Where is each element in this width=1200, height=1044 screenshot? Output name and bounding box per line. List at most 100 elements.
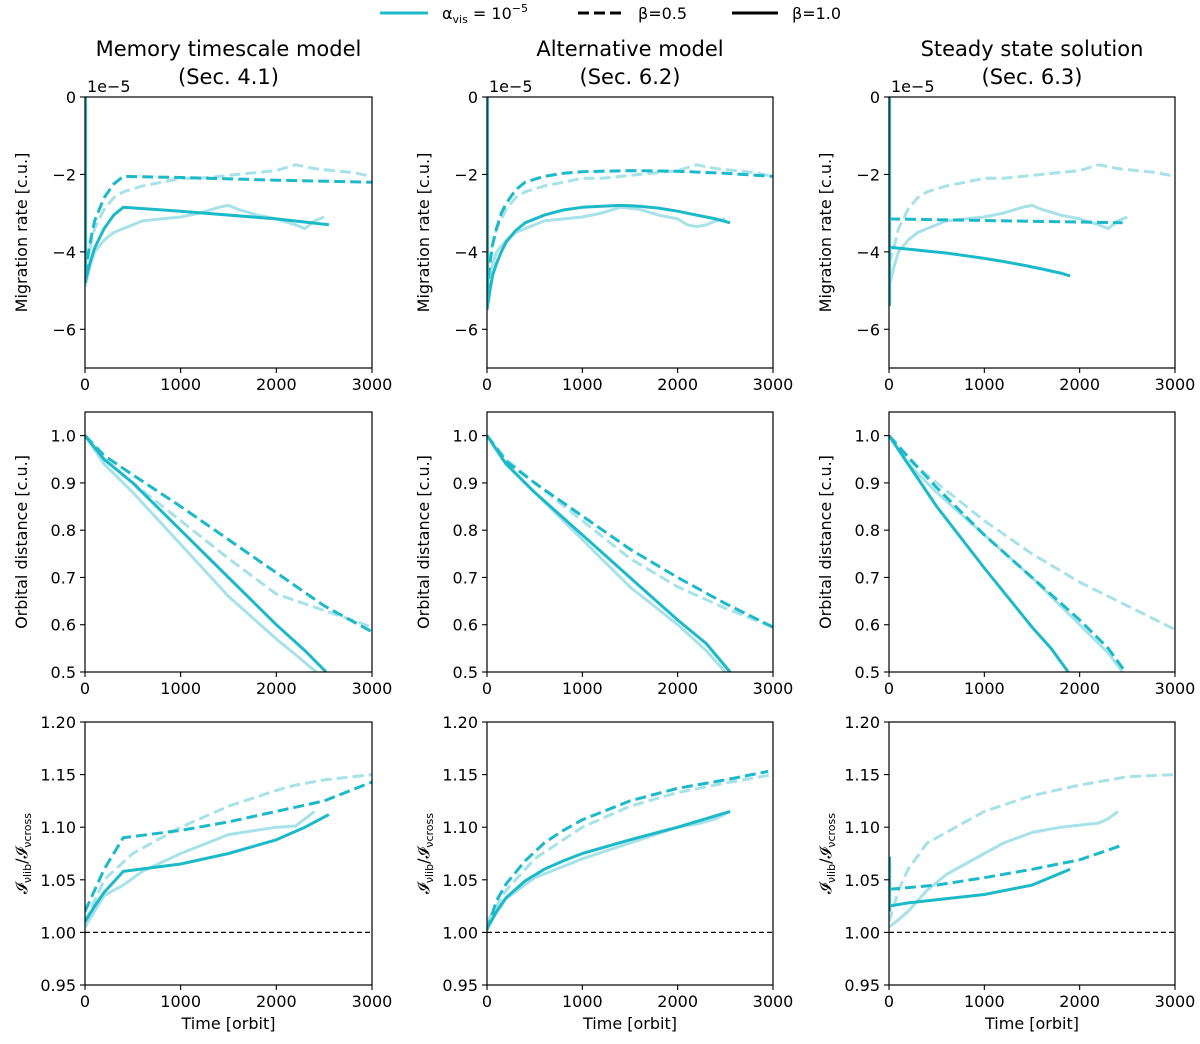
- x-tick-label: 3000: [352, 679, 393, 698]
- y-tick-label: 1.0: [453, 427, 478, 446]
- y-tick-label: −6: [856, 320, 880, 339]
- legend-beta10-label: β=1.0: [792, 4, 841, 23]
- panel-intensity-ratio-steady-state: 0 1000 2000 3000 0.95 1.00 1.05 1.10 1.15 1.20 𝓘νl…: [816, 713, 1195, 1033]
- x-tick-label: 1000: [160, 992, 201, 1011]
- series-model-beta-0-5: [889, 434, 1127, 672]
- series-sim-beta-1-0: [85, 203, 325, 288]
- column-title-steady-state: Steady state solution: [921, 37, 1144, 61]
- y-tick-label: 1.15: [442, 766, 478, 785]
- y-tick-label: 1.00: [844, 923, 880, 942]
- axes-frame: [84, 721, 373, 986]
- y-tick-label: 0.5: [855, 663, 880, 682]
- series-sim-beta-1-0: [487, 434, 727, 672]
- x-tick-label: 3000: [753, 375, 794, 394]
- y-tick-label: −2: [856, 165, 880, 184]
- y-tick-label: 1.05: [40, 871, 76, 890]
- x-axis-label: Time [orbit]: [582, 1014, 677, 1033]
- x-tick-label: 3000: [753, 992, 794, 1011]
- x-tick-label: 3000: [1155, 679, 1196, 698]
- panel-intensity-ratio-memory-timescale: 0 1000 2000 3000 0.95 1.00 1.05 1.10 1.15 1.20 𝓘νl…: [12, 713, 392, 1033]
- y-tick-label: 1.10: [442, 818, 478, 837]
- y-tick-label: 0.6: [51, 616, 76, 635]
- y-tick-label: 0.9: [855, 474, 880, 493]
- y-axis-label: Orbital distance [c.u.]: [12, 455, 31, 629]
- y-tick-label: 0.95: [844, 976, 880, 995]
- y-tick-label: 0.6: [453, 616, 478, 635]
- y-tick-label: −4: [454, 243, 478, 262]
- x-tick-label: 0: [482, 375, 492, 394]
- x-tick-label: 0: [80, 679, 90, 698]
- column-title-alternative: Alternative model: [536, 37, 723, 61]
- series-model-beta-1-0: [85, 434, 328, 672]
- x-tick-label: 2000: [256, 375, 297, 394]
- x-tick-label: 1000: [562, 375, 603, 394]
- y-tick-label: 0.7: [453, 568, 478, 587]
- column-subtitle-alternative: (Sec. 6.2): [580, 65, 681, 89]
- series-model-beta-0-5: [85, 174, 372, 276]
- x-tick-label: 3000: [1155, 375, 1196, 394]
- x-tick-label: 0: [884, 375, 894, 394]
- x-tick-label: 2000: [256, 679, 297, 698]
- x-tick-label: 0: [80, 375, 90, 394]
- series-sim-beta-0-5: [487, 163, 773, 264]
- x-tick-label: 0: [884, 679, 894, 698]
- y-tick-label: 0.95: [442, 976, 478, 995]
- y-tick-label: 0.9: [51, 474, 76, 493]
- series-model-beta-0-5: [889, 217, 1123, 225]
- series-sim-beta-1-0: [487, 810, 731, 928]
- axes-frame: [888, 721, 1176, 986]
- y-tick-label: 0.95: [40, 976, 76, 995]
- legend: αvis = 10−5 β=0.5 β=1.0: [380, 2, 841, 26]
- y-tick-label: 0: [66, 88, 76, 107]
- series-sim-beta-0-5: [889, 434, 1175, 631]
- y-tick-label: −4: [52, 243, 76, 262]
- series-model-beta-0-5: [487, 769, 769, 931]
- series-model-beta-0-5: [85, 434, 372, 634]
- y-offset-label: 1e−5: [489, 77, 533, 96]
- series-model-beta-0-5: [85, 780, 372, 913]
- series-model-beta-0-5: [487, 169, 773, 295]
- axes-frame: [84, 411, 373, 673]
- axes-frame: [84, 96, 373, 369]
- x-tick-label: 3000: [1155, 992, 1196, 1011]
- y-tick-label: −4: [856, 243, 880, 262]
- series-sim-beta-0-5: [487, 434, 773, 629]
- series-sim-beta-1-0: [889, 203, 1128, 288]
- x-tick-label: 0: [482, 679, 492, 698]
- series-sim-beta-1-0: [487, 205, 726, 288]
- series-model-beta-0-5: [487, 434, 773, 629]
- y-axis-label: Orbital distance [c.u.]: [414, 455, 433, 629]
- panel-orbital-distance-steady-state: 0 1000 2000 3000 0.5 0.6 0.7 0.8 0.9 1.0 Orbital d…: [816, 411, 1196, 698]
- axes-frame: [486, 721, 774, 986]
- axes-frame: [888, 96, 1176, 369]
- column-subtitle-steady-state: (Sec. 6.3): [982, 65, 1083, 89]
- y-tick-label: −6: [454, 320, 478, 339]
- axes-frame: [486, 96, 774, 369]
- y-tick-label: 0: [468, 88, 478, 107]
- x-tick-label: 3000: [352, 375, 393, 394]
- series-sim-beta-0-5: [889, 163, 1175, 264]
- y-axis-label: Orbital distance [c.u.]: [816, 455, 835, 629]
- y-tick-label: 0.8: [453, 521, 478, 540]
- series-model-beta-1-0: [487, 809, 731, 930]
- series-model-beta-1-0: [85, 205, 330, 284]
- y-tick-label: −2: [52, 165, 76, 184]
- series-sim-beta-0-5: [487, 773, 773, 923]
- x-tick-label: 1000: [964, 992, 1005, 1011]
- y-offset-label: 1e−5: [87, 77, 131, 96]
- panel-intensity-ratio-alternative: 0 1000 2000 3000 0.95 1.00 1.05 1.10 1.15 1.20 𝓘νl…: [414, 713, 793, 1033]
- y-tick-label: 1.0: [51, 427, 76, 446]
- y-tick-label: 1.05: [844, 871, 880, 890]
- y-tick-label: −2: [454, 165, 478, 184]
- x-tick-label: 3000: [753, 679, 794, 698]
- x-tick-label: 2000: [1059, 679, 1100, 698]
- x-tick-label: 1000: [160, 679, 201, 698]
- y-tick-label: 1.20: [442, 713, 478, 732]
- x-tick-label: 0: [80, 992, 90, 1011]
- series-model-beta-1-0: [487, 434, 732, 672]
- x-tick-label: 0: [884, 992, 894, 1011]
- y-tick-label: 0: [870, 88, 880, 107]
- series-model-beta-1-0: [85, 813, 330, 923]
- y-tick-label: 0.7: [51, 568, 76, 587]
